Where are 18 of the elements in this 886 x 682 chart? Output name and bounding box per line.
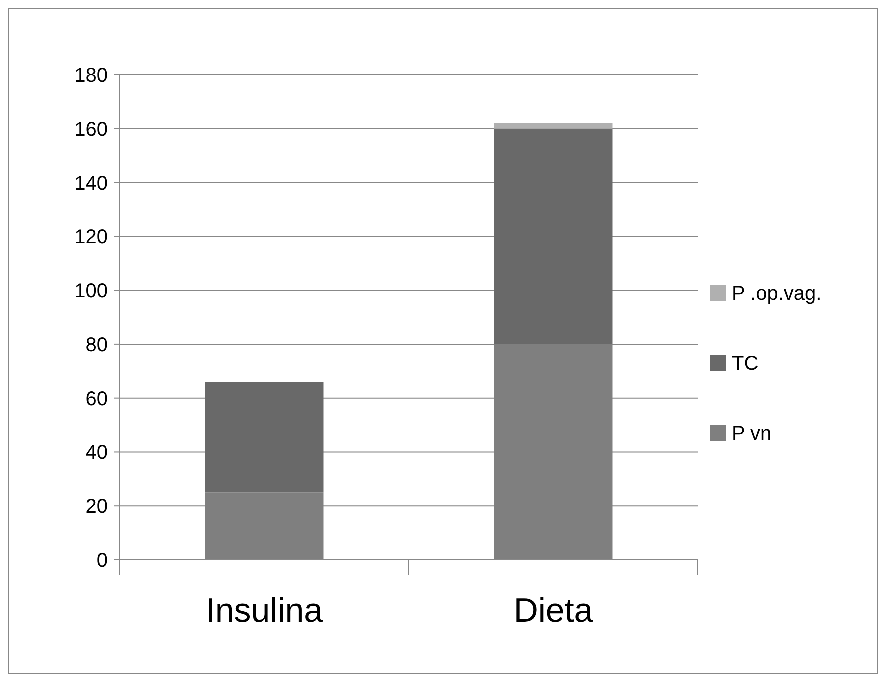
bar: [205, 382, 324, 493]
y-tick-label: 80: [86, 334, 108, 356]
x-tick-label: Dieta: [514, 592, 594, 630]
y-tick-label: 100: [74, 280, 108, 303]
legend-label: P vn: [732, 423, 772, 445]
y-tick-label: 20: [86, 496, 108, 518]
x-tick-label: Insulina: [206, 592, 324, 630]
y-tick-label: 120: [74, 226, 108, 249]
y-tick-label: 180: [74, 65, 108, 87]
y-tick-label: 160: [74, 118, 108, 141]
bar: [494, 128, 613, 344]
y-tick-label: 0: [96, 550, 108, 572]
y-tick-label: 40: [86, 442, 108, 464]
legend-label: P .op.vag.: [732, 283, 822, 305]
legend-label: TC: [732, 353, 759, 375]
bar: [494, 124, 613, 129]
y-tick-label: 140: [74, 172, 108, 195]
y-tick-label: 60: [86, 388, 108, 410]
